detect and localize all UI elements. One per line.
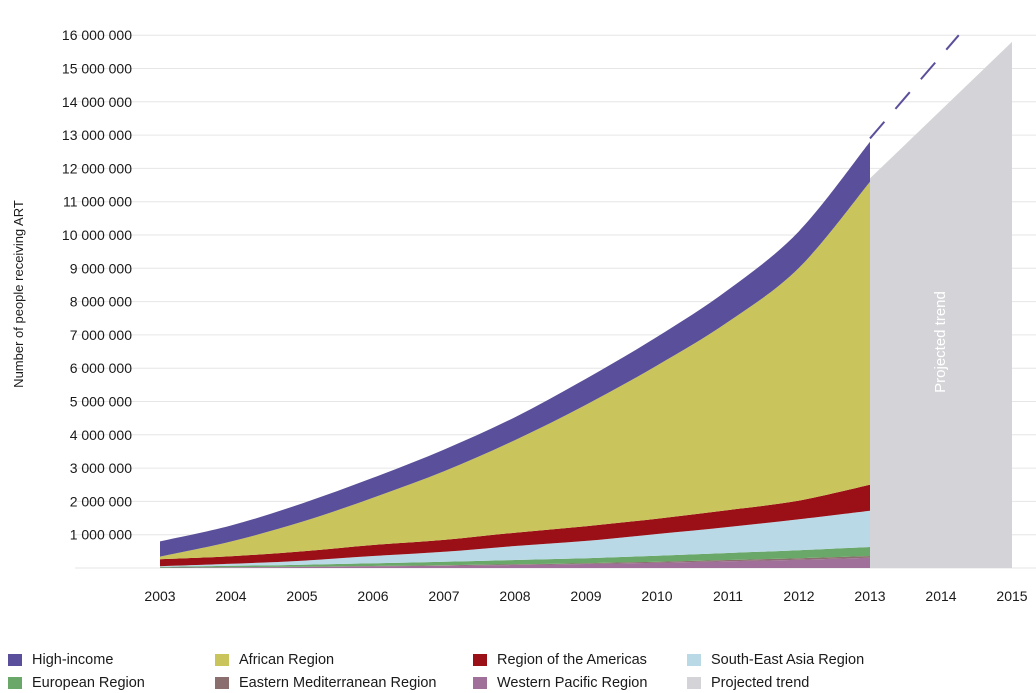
area-european-region [160, 547, 870, 568]
projection-group: Projected trend [869, 34, 1012, 569]
x-tick-label: 2009 [570, 588, 601, 604]
legend-swatch [215, 654, 229, 666]
legend-swatch [687, 677, 701, 689]
legend-item: African Region [215, 652, 334, 668]
legend-item: European Region [8, 675, 145, 691]
legend-item: South-East Asia Region [687, 652, 864, 668]
y-tick-label: 10 000 000 [62, 227, 132, 243]
area-south-east-asia-region [160, 510, 870, 567]
y-tick-label: 5 000 000 [70, 394, 132, 410]
legend-swatch [473, 677, 487, 689]
x-tick-label: 2003 [144, 588, 175, 604]
x-tick-label: 2007 [428, 588, 459, 604]
legend-label: European Region [32, 675, 145, 691]
x-axis-ticks: 2003 2004 2005 2006 2007 2008 2009 2010 2011 2012… [144, 588, 1027, 604]
legend-item: Eastern Mediterranean Region [215, 675, 436, 691]
legend-swatch [8, 654, 22, 666]
legend-label: Eastern Mediterranean Region [239, 675, 437, 691]
legend-label: African Region [239, 652, 335, 668]
x-tick-label: 2005 [286, 588, 317, 604]
y-tick-label: 2 000 000 [70, 493, 132, 509]
art-area-chart: Projected trend 1 000 000 2 000 000 3 000 … [11, 27, 1036, 604]
y-tick-label: 13 000 000 [62, 127, 132, 143]
y-tick-label: 6 000 000 [70, 360, 132, 376]
y-tick-label: 3 000 000 [70, 460, 132, 476]
projected-trend-area [870, 41, 1012, 569]
legend-item: Projected trend [687, 675, 809, 691]
legend-label: South-East Asia Region [711, 652, 865, 668]
legend-item: Western Pacific Region [473, 675, 647, 691]
x-tick-label: 2006 [357, 588, 388, 604]
y-tick-label: 15 000 000 [62, 61, 132, 77]
legend-swatch [215, 677, 229, 689]
x-tick-label: 2014 [925, 588, 956, 604]
x-tick-label: 2011 [713, 588, 743, 604]
legend-label: Region of the Americas [497, 652, 647, 668]
x-tick-label: 2013 [854, 588, 885, 604]
area-region-of-the-americas [160, 484, 870, 567]
area-western-pacific-region [160, 557, 870, 568]
y-tick-label: 14 000 000 [62, 94, 132, 110]
y-tick-label: 11 000 000 [63, 194, 132, 210]
y-tick-label: 8 000 000 [70, 294, 132, 310]
legend-swatch [8, 677, 22, 689]
x-tick-label: 2004 [215, 588, 246, 604]
y-tick-label: 12 000 000 [62, 160, 132, 176]
legend-label: High-income [32, 652, 114, 668]
x-tick-label: 2015 [996, 588, 1027, 604]
legend-item: High-income [8, 652, 113, 668]
legend: High-income African Region Region of the A… [8, 648, 1028, 693]
y-tick-label: 7 000 000 [70, 327, 132, 343]
x-tick-label: 2008 [499, 588, 530, 604]
legend-swatch [473, 654, 487, 666]
y-tick-label: 16 000 000 [62, 27, 132, 43]
y-tick-label: 4 000 000 [70, 427, 132, 443]
y-tick-label: 9 000 000 [70, 260, 132, 276]
series-areas [160, 141, 870, 568]
x-tick-label: 2012 [783, 588, 814, 604]
y-axis-ticks: 1 000 000 2 000 000 3 000 000 4 000 000 5 00… [62, 27, 132, 543]
legend-item: Region of the Americas [473, 652, 647, 668]
projected-trend-label: Projected trend [932, 291, 949, 393]
legend-label: Projected trend [711, 675, 810, 691]
legend-swatch [687, 654, 701, 666]
x-tick-label: 2010 [641, 588, 672, 604]
area-african-region [160, 181, 870, 560]
legend-label: Western Pacific Region [497, 675, 648, 691]
y-tick-label: 1 000 000 [70, 527, 132, 543]
y-axis-title: Number of people receiving ART [11, 200, 26, 388]
